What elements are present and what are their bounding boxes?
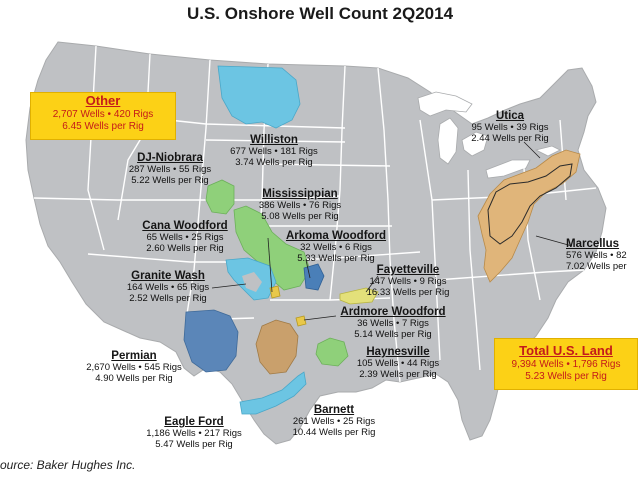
arkoma-woodford-play-area [303,263,325,291]
cana-woodford-name: Cana Woodford [142,220,228,232]
other-callout-line2: 6.45 Wells per Rig [62,120,144,132]
fayetteville-play-area [339,287,379,305]
marcellus-label: Marcellus 576 Wells • 82 7.02 Wells per [566,238,640,273]
utica-name: Utica [495,110,525,122]
cana-woodford-stats: 65 Wells • 25 Rigs [146,232,224,244]
total-callout-line2: 5.23 Wells per Rig [525,370,607,382]
leader-lines [211,141,573,321]
utica-stats: 95 Wells • 39 Rigs [471,122,549,134]
eagle-ford-stats: 1,186 Wells • 217 Rigs [146,428,242,440]
haynesville-name: Haynesville [366,346,430,358]
granite-wash-stats: 164 Wells • 65 Rigs [126,282,210,294]
barnett-name: Barnett [313,404,355,416]
arkoma-woodford-stats: 32 Wells • 6 Rigs [300,242,372,254]
haynesville-label: Haynesville 105 Wells • 44 Rigs 2.39 Wel… [346,346,450,381]
granite-wash-label: Granite Wash 164 Wells • 65 Rigs 2.52 We… [116,270,220,305]
dj-niobrara-label: DJ-Niobrara 287 Wells • 55 Rigs 5.22 Wel… [114,152,226,187]
dj-niobrara-play-area [205,179,235,215]
arkoma-woodford-name: Arkoma Woodford [285,230,387,242]
fayetteville-name: Fayetteville [376,264,440,276]
barnett-play-area [255,319,299,375]
map-title: U.S. Onshore Well Count 2Q2014 [186,4,454,23]
dj-niobrara-stats: 287 Wells • 55 Rigs [128,164,212,176]
williston-ratio: 3.74 Wells per Rig [235,157,313,169]
haynesville-ratio: 2.39 Wells per Rig [359,369,437,381]
total-callout-box: Total U.S. Land 9,394 Wells • 1,796 Rigs… [494,338,638,390]
granite-wash-name: Granite Wash [131,270,205,282]
marcellus-ratio: 7.02 Wells per [566,261,627,273]
eagle-ford-name: Eagle Ford [164,416,224,428]
great-lakes [417,91,561,179]
barnett-label: Barnett 261 Wells • 25 Rigs 10.44 Wells … [282,404,386,439]
marcellus-play-area [477,149,581,283]
total-callout-title: Total U.S. Land [519,343,613,358]
total-callout-line1: 9,394 Wells • 1,796 Rigs [511,358,621,370]
utica-ratio: 2.44 Wells per Rig [471,133,549,145]
mississippian-name: Mississippian [262,188,338,200]
ardmore-woodford-play-area [295,315,307,327]
ardmore-woodford-name: Ardmore Woodford [340,306,446,318]
mississippian-stats: 386 Wells • 76 Rigs [258,200,342,212]
haynesville-play-area [315,337,349,367]
barnett-stats: 261 Wells • 25 Rigs [292,416,376,428]
mississippian-ratio: 5.08 Wells per Rig [261,211,339,223]
williston-name: Williston [250,134,298,146]
dj-niobrara-name: DJ-Niobrara [137,152,203,164]
marcellus-name: Marcellus [566,238,620,250]
source-credit: ource: Baker Hughes Inc. [0,458,136,472]
fayetteville-ratio: 16.33 Wells per Rig [366,287,450,299]
haynesville-stats: 105 Wells • 44 Rigs [356,358,440,370]
permian-ratio: 4.90 Wells per Rig [95,373,173,385]
eagle-ford-play-area [239,371,307,415]
permian-name: Permian [111,350,157,362]
permian-stats: 2,670 Wells • 545 Rigs [86,362,182,374]
williston-play-area [217,65,301,129]
cana-woodford-play-area [269,285,281,299]
ardmore-woodford-ratio: 5.14 Wells per Rig [354,329,432,341]
permian-play-area [183,309,239,373]
marcellus-stats: 576 Wells • 82 [566,250,627,262]
arkoma-woodford-ratio: 5.33 Wells per Rig [297,253,375,265]
granite-wash-inner [242,272,262,292]
fayetteville-stats: 147 Wells • 9 Rigs [369,276,447,288]
arkoma-woodford-label: Arkoma Woodford 32 Wells • 6 Rigs 5.33 W… [276,230,396,265]
dj-niobrara-ratio: 5.22 Wells per Rig [131,175,209,187]
other-callout-line1: 2,707 Wells • 420 Rigs [52,108,154,120]
granite-wash-ratio: 2.52 Wells per Rig [129,293,207,305]
ardmore-woodford-stats: 36 Wells • 7 Rigs [357,318,429,330]
utica-label: Utica 95 Wells • 39 Rigs 2.44 Wells per … [458,110,562,145]
us-landmass [25,41,607,445]
cana-woodford-ratio: 2.60 Wells per Rig [146,243,224,255]
permian-label: Permian 2,670 Wells • 545 Rigs 4.90 Well… [78,350,190,385]
other-callout-box: Other 2,707 Wells • 420 Rigs 6.45 Wells … [30,92,176,140]
other-callout-title: Other [85,93,121,108]
williston-label: Williston 677 Wells • 181 Rigs 3.74 Well… [224,134,324,169]
utica-play-outline [487,163,573,245]
eagle-ford-label: Eagle Ford 1,186 Wells • 217 Rigs 5.47 W… [138,416,250,451]
fayetteville-label: Fayetteville 147 Wells • 9 Rigs 16.33 We… [356,264,460,299]
barnett-ratio: 10.44 Wells per Rig [292,427,376,439]
eagle-ford-ratio: 5.47 Wells per Rig [155,439,233,451]
cana-woodford-label: Cana Woodford 65 Wells • 25 Rigs 2.60 We… [130,220,240,255]
williston-stats: 677 Wells • 181 Rigs [230,146,318,158]
mississippian-label: Mississippian 386 Wells • 76 Rigs 5.08 W… [248,188,352,223]
ardmore-woodford-label: Ardmore Woodford 36 Wells • 7 Rigs 5.14 … [334,306,452,341]
